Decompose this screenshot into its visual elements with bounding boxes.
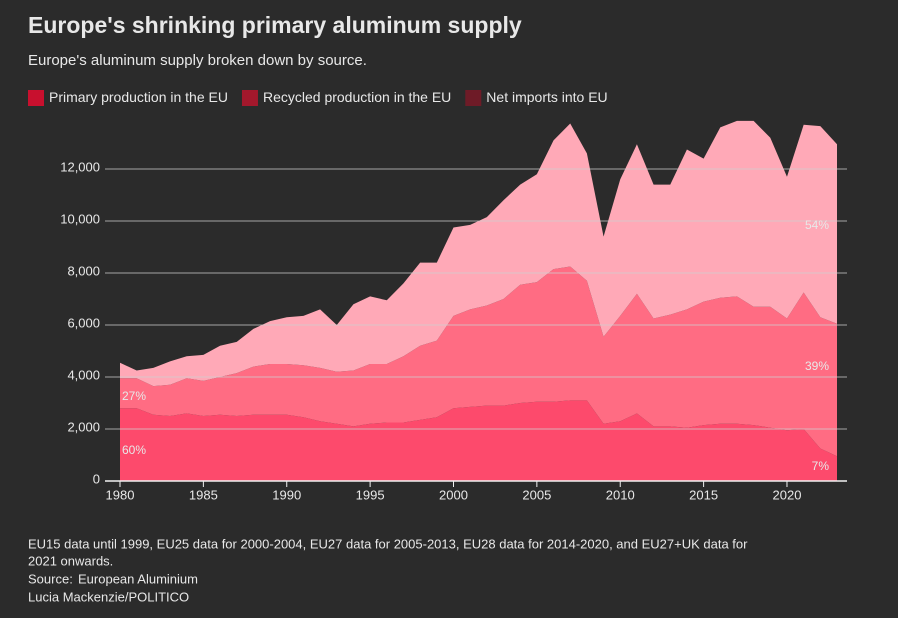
y-tick-label: 8,000 [67, 263, 100, 278]
area [120, 400, 837, 481]
legend-swatch [465, 90, 482, 106]
chart-title: Europe's shrinking primary aluminum supp… [28, 12, 522, 38]
legend-label: Net imports into EU [486, 89, 607, 105]
x-tick-label: 1980 [106, 487, 135, 502]
legend-swatch [28, 90, 44, 106]
legend-label: Primary production in the EU [49, 89, 228, 105]
y-tick-label: 12,000 [60, 159, 100, 174]
y-tick-label: 6,000 [67, 315, 100, 330]
y-tick-label: 0 [93, 471, 100, 486]
annotation: 7% [812, 459, 830, 473]
x-tick-label: 1995 [356, 487, 385, 502]
y-tick-label: 2,000 [67, 419, 100, 434]
credit: Lucia Mackenzie/POLITICO [28, 589, 189, 604]
annotation: 39% [805, 359, 829, 373]
y-tick-label: 4,000 [67, 367, 100, 382]
chart-subtitle: Europe's aluminum supply broken down by … [28, 52, 367, 69]
area [120, 120, 837, 387]
y-tick-label: 10,000 [60, 211, 100, 226]
note: EU15 data until 1999, EU25 data for 2000… [28, 536, 748, 551]
annotation: 60% [122, 443, 146, 457]
x-tick-label: 2010 [606, 487, 635, 502]
source-link[interactable]: European Aluminium [78, 571, 198, 586]
annotation: 54% [805, 218, 829, 232]
source-label: Source: [28, 571, 73, 586]
x-tick-label: 1990 [272, 487, 301, 502]
legend-label: Recycled production in the EU [263, 89, 451, 105]
area [120, 266, 837, 457]
x-tick-label: 2015 [689, 487, 718, 502]
annotation: 27% [122, 389, 146, 403]
note: 2021 onwards. [28, 553, 113, 568]
x-tick-label: 2020 [773, 487, 802, 502]
legend-swatch [241, 90, 258, 106]
x-tick-label: 2005 [522, 487, 551, 502]
x-tick-label: 1985 [189, 487, 218, 502]
x-tick-label: 2000 [439, 487, 468, 502]
